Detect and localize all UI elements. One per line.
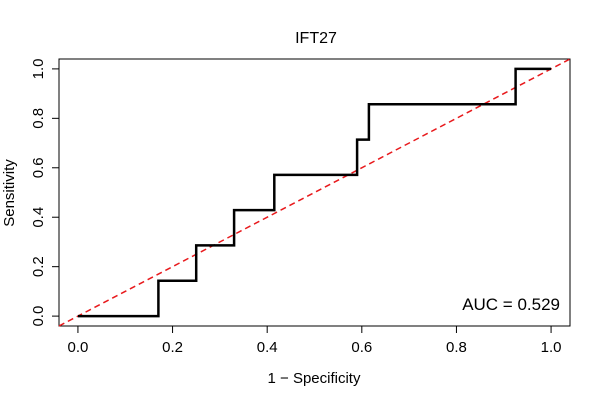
x-tick-label: 0.2 xyxy=(162,339,183,356)
y-tick-label: 0.8 xyxy=(30,108,47,129)
x-tick-label: 1.0 xyxy=(541,339,562,356)
y-tick-label: 1.0 xyxy=(30,58,47,79)
reference-diagonal-line xyxy=(58,58,571,327)
chart-title: IFT27 xyxy=(295,30,337,47)
x-tick-label: 0.4 xyxy=(257,339,278,356)
x-tick-label: 0.0 xyxy=(67,339,88,356)
x-axis: 0.0 0.2 0.4 0.6 0.8 1.0 xyxy=(67,325,562,356)
y-tick-label: 0.0 xyxy=(30,306,47,327)
x-tick-label: 0.8 xyxy=(446,339,467,356)
x-axis-label: 1 − Specificity xyxy=(268,370,361,387)
plot-area xyxy=(58,58,571,327)
y-axis: 0.0 0.2 0.4 0.6 0.8 1.0 xyxy=(30,58,60,327)
roc-curve xyxy=(77,67,552,318)
y-tick-label: 0.4 xyxy=(30,207,47,228)
x-tick-label: 0.6 xyxy=(351,339,372,356)
y-tick-label: 0.2 xyxy=(30,256,47,277)
y-tick-label: 0.6 xyxy=(30,157,47,178)
y-axis-label: Sensitivity xyxy=(1,159,18,227)
auc-annotation: AUC = 0.529 xyxy=(462,295,560,314)
